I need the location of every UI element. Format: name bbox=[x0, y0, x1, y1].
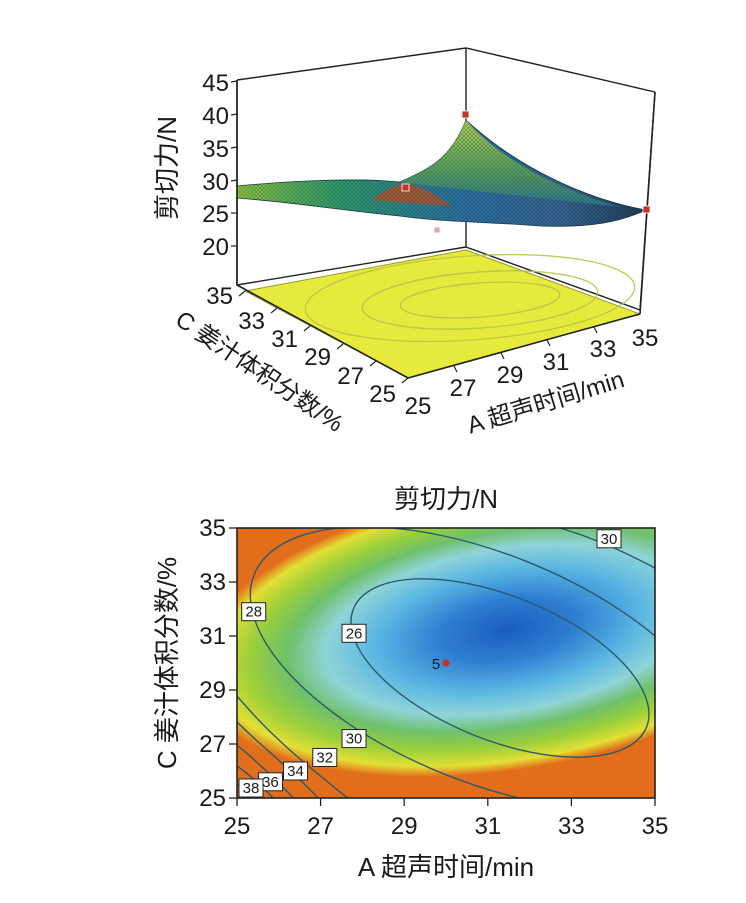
z-tick-label: 20 bbox=[202, 234, 229, 261]
z-axis-label: 剪切力/N bbox=[152, 116, 182, 220]
right-edge bbox=[639, 91, 656, 315]
contour-32 bbox=[237, 721, 320, 798]
contour-x-axis-label: A 超声时间/min bbox=[358, 852, 534, 882]
contour-34 bbox=[237, 744, 295, 798]
contour-x-tick-label: 33 bbox=[558, 813, 585, 840]
contour-x-tick-label: 29 bbox=[391, 813, 418, 840]
contour-y-tick-label: 33 bbox=[199, 569, 226, 596]
contour-label-32: 32 bbox=[312, 748, 338, 767]
design-point bbox=[433, 226, 441, 234]
contour-label-box bbox=[596, 529, 622, 549]
contour-title: 剪切力/N bbox=[394, 484, 498, 514]
contour-x-tick-label: 31 bbox=[474, 813, 501, 840]
contour-y-tick-label: 29 bbox=[199, 677, 226, 704]
x-tick-label: 31 bbox=[543, 349, 570, 376]
surface-plot-3d: 45 40 35 30 25 20 剪切力/N bbox=[152, 47, 659, 440]
contour-label-text: 26 bbox=[346, 625, 363, 642]
z-tick-label: 35 bbox=[202, 136, 229, 163]
contour-label-box bbox=[341, 623, 367, 643]
contour-y-tick-label: 35 bbox=[199, 515, 226, 542]
contour-label-text: 32 bbox=[316, 750, 333, 767]
center-point-count: 5 bbox=[432, 656, 440, 673]
contour-label-text: 28 bbox=[245, 604, 262, 621]
contour-lines bbox=[237, 528, 655, 798]
contour-frame bbox=[236, 527, 656, 799]
contour-label-text: 30 bbox=[601, 531, 618, 548]
contour-label-text: 38 bbox=[243, 780, 260, 797]
design-points bbox=[401, 110, 651, 234]
design-point bbox=[461, 110, 470, 119]
y-tick-label: 25 bbox=[369, 381, 396, 408]
z-tick-label: 45 bbox=[202, 70, 229, 97]
contour-label-30: 30 bbox=[596, 529, 622, 549]
x-tick-label: 33 bbox=[590, 336, 617, 363]
contour-y-tick-label: 25 bbox=[199, 785, 226, 812]
x-axis-label: A 超声时间/min bbox=[464, 366, 627, 439]
contour-label-box bbox=[312, 748, 338, 767]
contour-y-tick-label: 27 bbox=[199, 731, 226, 758]
contour-label-box bbox=[341, 729, 367, 749]
contour-28 bbox=[249, 528, 655, 798]
contour-x-tick-label: 25 bbox=[224, 813, 251, 840]
contour-label-box bbox=[283, 761, 309, 781]
design-point bbox=[401, 183, 410, 192]
x-axis-ticks bbox=[453, 326, 598, 373]
y-tick-label: 27 bbox=[337, 363, 364, 390]
contour-label-text: 30 bbox=[346, 731, 363, 748]
contour-x-tick-label: 27 bbox=[307, 813, 334, 840]
z-tick-label: 25 bbox=[202, 201, 229, 228]
contour-label-30: 30 bbox=[341, 729, 367, 749]
contour-label-26: 26 bbox=[341, 623, 367, 643]
contour-label-text: 34 bbox=[287, 763, 304, 780]
z-axis bbox=[230, 80, 238, 247]
back-wall-top bbox=[236, 47, 656, 93]
floor-contours bbox=[304, 253, 636, 343]
z-tick-label: 30 bbox=[202, 169, 229, 196]
contour-label-box bbox=[241, 602, 267, 622]
x-tick-label: 25 bbox=[405, 393, 432, 420]
contour-x-tick-label: 35 bbox=[642, 813, 669, 840]
contour-x-ticks bbox=[236, 798, 656, 806]
y-tick-label: 31 bbox=[271, 326, 298, 353]
x-tick-label: 29 bbox=[497, 362, 524, 389]
y-tick-label: 35 bbox=[206, 283, 233, 310]
contour-label-34: 34 bbox=[283, 761, 309, 781]
contour-30-lower bbox=[237, 695, 349, 798]
contour-label-box bbox=[238, 778, 264, 798]
contour-label-text: 36 bbox=[262, 774, 279, 791]
contour-y-axis-label: C 姜汁体积分数/% bbox=[152, 557, 182, 769]
contour-26 bbox=[350, 578, 650, 758]
x-tick-label: 35 bbox=[632, 325, 659, 352]
contour-y-tick-label: 31 bbox=[199, 623, 226, 650]
contour-y-ticks bbox=[229, 527, 237, 799]
contour-label-36: 36 bbox=[257, 772, 283, 792]
y-tick-label: 29 bbox=[304, 344, 331, 371]
design-point bbox=[642, 205, 651, 214]
y-axis-ticks bbox=[238, 290, 409, 384]
z-tick-label: 40 bbox=[202, 103, 229, 130]
contour-label-38: 38 bbox=[238, 778, 264, 798]
contour-label-28: 28 bbox=[241, 602, 267, 622]
center-design-point bbox=[442, 659, 450, 667]
response-surface-mesh bbox=[237, 120, 646, 227]
x-tick-label: 27 bbox=[450, 375, 477, 402]
y-tick-label: 33 bbox=[238, 308, 265, 335]
